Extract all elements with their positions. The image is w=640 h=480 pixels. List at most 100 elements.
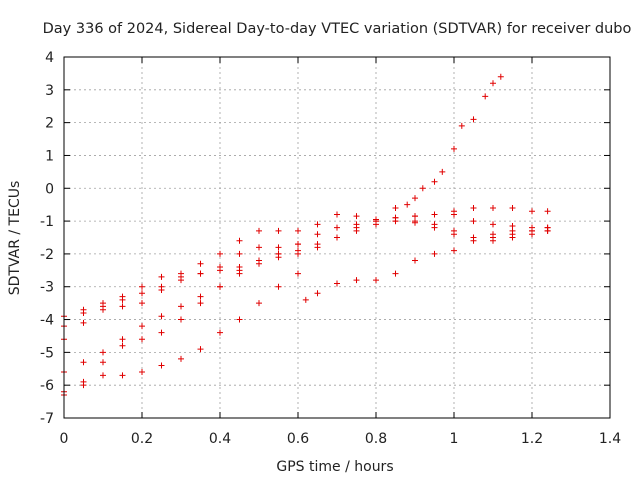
data-point	[275, 227, 282, 234]
data-point	[217, 283, 223, 290]
data-point	[139, 336, 145, 343]
data-point	[392, 218, 399, 225]
data-point	[314, 241, 321, 248]
data-point	[431, 250, 438, 257]
data-point	[119, 336, 126, 343]
series-track-1	[61, 211, 551, 320]
axis-ticks	[63, 56, 611, 419]
x-tick-label: 1.4	[599, 431, 621, 447]
data-point	[139, 300, 145, 307]
data-point	[119, 342, 126, 349]
x-tick-label: 0.2	[131, 431, 153, 447]
series-track-3	[61, 211, 551, 343]
y-tick-label: -5	[40, 345, 54, 361]
data-point	[470, 116, 477, 123]
data-point	[295, 247, 301, 254]
data-point	[392, 204, 399, 211]
y-tick-label: -2	[40, 247, 54, 263]
data-point	[275, 283, 282, 290]
data-point	[334, 280, 340, 287]
data-point	[158, 362, 165, 369]
plot-frame	[63, 56, 611, 419]
data-point	[158, 287, 165, 294]
y-tick-label: 2	[45, 116, 54, 132]
data-point	[439, 168, 446, 175]
data-point	[197, 270, 204, 277]
data-point	[139, 283, 145, 290]
data-point	[217, 250, 223, 257]
data-point	[412, 195, 418, 202]
data-point	[236, 237, 243, 244]
data-point	[119, 303, 126, 310]
data-point	[80, 359, 87, 366]
data-point	[490, 234, 496, 241]
series-track-5	[61, 241, 301, 399]
data-point	[178, 303, 184, 310]
data-point	[314, 231, 321, 238]
data-point	[197, 300, 204, 307]
y-tick-label: 4	[45, 50, 54, 66]
data-point	[139, 369, 145, 376]
data-point	[412, 218, 418, 225]
data-point	[119, 372, 126, 379]
data-point	[334, 234, 340, 241]
data-point	[470, 218, 477, 225]
data-point	[334, 211, 340, 218]
data-point	[80, 319, 87, 326]
y-tick-label: 0	[45, 181, 54, 197]
data-point	[178, 273, 184, 280]
data-point	[509, 231, 516, 238]
y-tick-label: -7	[40, 411, 54, 427]
data-point	[295, 241, 301, 248]
data-point	[353, 213, 360, 220]
data-point	[119, 296, 126, 303]
data-point	[404, 201, 411, 208]
y-tick-label: 1	[45, 148, 54, 164]
data-point	[451, 247, 457, 254]
data-point	[217, 264, 223, 271]
data-point	[490, 221, 496, 228]
x-tick-label: 0.8	[365, 431, 387, 447]
y-tick-label: -6	[40, 378, 54, 394]
data-point	[100, 306, 106, 313]
data-point	[544, 208, 551, 215]
x-axis-label: GPS time / hours	[276, 459, 393, 475]
data-point	[275, 250, 282, 257]
data-point	[353, 277, 360, 284]
y-tick-label: -3	[40, 280, 54, 296]
data-point	[178, 355, 184, 362]
data-point	[451, 231, 457, 238]
data-point	[158, 313, 165, 320]
series-track-4	[61, 218, 551, 376]
x-tick-label: 1	[450, 431, 459, 447]
y-axis-label: SDTVAR / TECUs	[7, 181, 23, 296]
data-point	[392, 270, 399, 277]
y-tick-labels: 4 3 2 1 0 -1 -2 -3 -4 -5 -6 -7	[40, 50, 54, 427]
data-point	[256, 300, 262, 307]
data-point	[139, 290, 145, 297]
data-marks	[61, 73, 551, 399]
data-point	[334, 224, 340, 231]
data-point	[497, 73, 504, 80]
data-point	[100, 359, 106, 366]
data-point	[412, 257, 418, 264]
data-point	[158, 273, 165, 280]
data-point	[451, 145, 457, 152]
x-tick-labels: 0 0.2 0.4 0.6 0.8 1 1.2 1.4	[60, 431, 622, 447]
data-point	[236, 250, 243, 257]
data-point	[80, 378, 87, 385]
grid-lines	[64, 57, 610, 418]
data-point	[419, 185, 426, 192]
series-track-7	[302, 227, 551, 303]
chart-title: Day 336 of 2024, Sidereal Day-to-day VTE…	[43, 21, 632, 37]
data-point	[482, 93, 489, 100]
data-point	[431, 178, 438, 185]
x-tick-label: 0.4	[209, 431, 231, 447]
data-point	[302, 296, 309, 303]
x-tick-label: 1.2	[521, 431, 543, 447]
series-track-6	[61, 270, 301, 395]
data-point	[431, 224, 438, 231]
y-tick-label: -4	[40, 313, 54, 329]
data-point	[314, 221, 321, 228]
